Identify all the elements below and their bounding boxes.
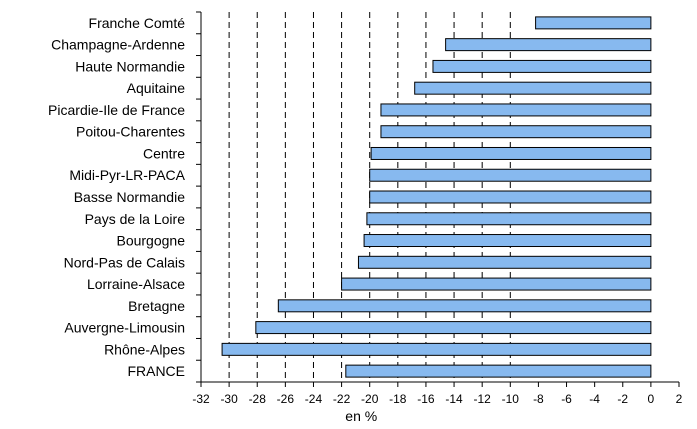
x-tick-label: -10 (502, 392, 520, 406)
x-tick-label: -20 (361, 392, 379, 406)
bar (380, 103, 652, 117)
x-tick-label: -16 (417, 392, 435, 406)
x-tick-label: -30 (220, 392, 238, 406)
x-tick-label: -14 (445, 392, 463, 406)
category-label: Basse Normandie (74, 189, 185, 205)
bar (414, 81, 652, 95)
bar (255, 321, 652, 335)
bar (363, 234, 652, 248)
category-label: Picardie-Ile de France (48, 102, 185, 118)
category-label: Pays de la Loire (85, 211, 186, 227)
x-tick-label: 0 (648, 392, 655, 406)
bar (432, 59, 652, 73)
tick-labels: -32 -30 -28 -26 -24 -22 -20 -18 -16 -14 -12 -10 -8 -6… (192, 392, 682, 406)
category-label: Aquitaine (127, 80, 186, 96)
bar (366, 212, 652, 226)
category-label: Lorraine-Alsace (87, 276, 185, 292)
x-tick-label: -4 (589, 392, 600, 406)
bars (221, 16, 652, 378)
category-label: Haute Normandie (75, 58, 185, 74)
category-label: FRANCE (127, 363, 185, 379)
category-label: Midi-Pyr-LR-PACA (69, 167, 185, 183)
bar (535, 16, 652, 30)
category-label: Auvergne-Limousin (64, 320, 185, 336)
x-tick-label: -18 (389, 392, 407, 406)
category-label: Poitou-Charentes (76, 124, 185, 140)
bar (277, 299, 652, 313)
category-label: Centre (143, 145, 185, 161)
bar (357, 255, 652, 269)
x-tick-label: -6 (561, 392, 572, 406)
category-labels: Franche Comté Champagne-Ardenne Haute Norm… (48, 15, 186, 379)
bar (369, 190, 652, 204)
bar (370, 146, 652, 160)
bar (345, 364, 652, 378)
axes (196, 11, 680, 387)
bar (221, 342, 652, 356)
x-tick-label: -32 (192, 392, 210, 406)
x-tick-label: -2 (617, 392, 628, 406)
category-label: Franche Comté (89, 15, 186, 31)
x-tick-label: -22 (333, 392, 351, 406)
category-label: Rhône-Alpes (104, 341, 185, 357)
x-tick-label: -28 (249, 392, 267, 406)
bar (369, 168, 652, 182)
bar (341, 277, 652, 291)
x-axis-title: en % (345, 408, 377, 424)
x-tick-label: -24 (305, 392, 323, 406)
x-tick-label: -12 (474, 392, 492, 406)
category-label: Bourgogne (116, 233, 185, 249)
bar (380, 125, 652, 139)
category-label: Nord-Pas de Calais (64, 254, 185, 270)
x-tick-label: 2 (676, 392, 683, 406)
x-tick-label: -8 (533, 392, 544, 406)
category-label: Champagne-Ardenne (51, 37, 185, 53)
bar (445, 38, 652, 52)
category-label: Bretagne (128, 298, 185, 314)
x-tick-label: -26 (277, 392, 295, 406)
